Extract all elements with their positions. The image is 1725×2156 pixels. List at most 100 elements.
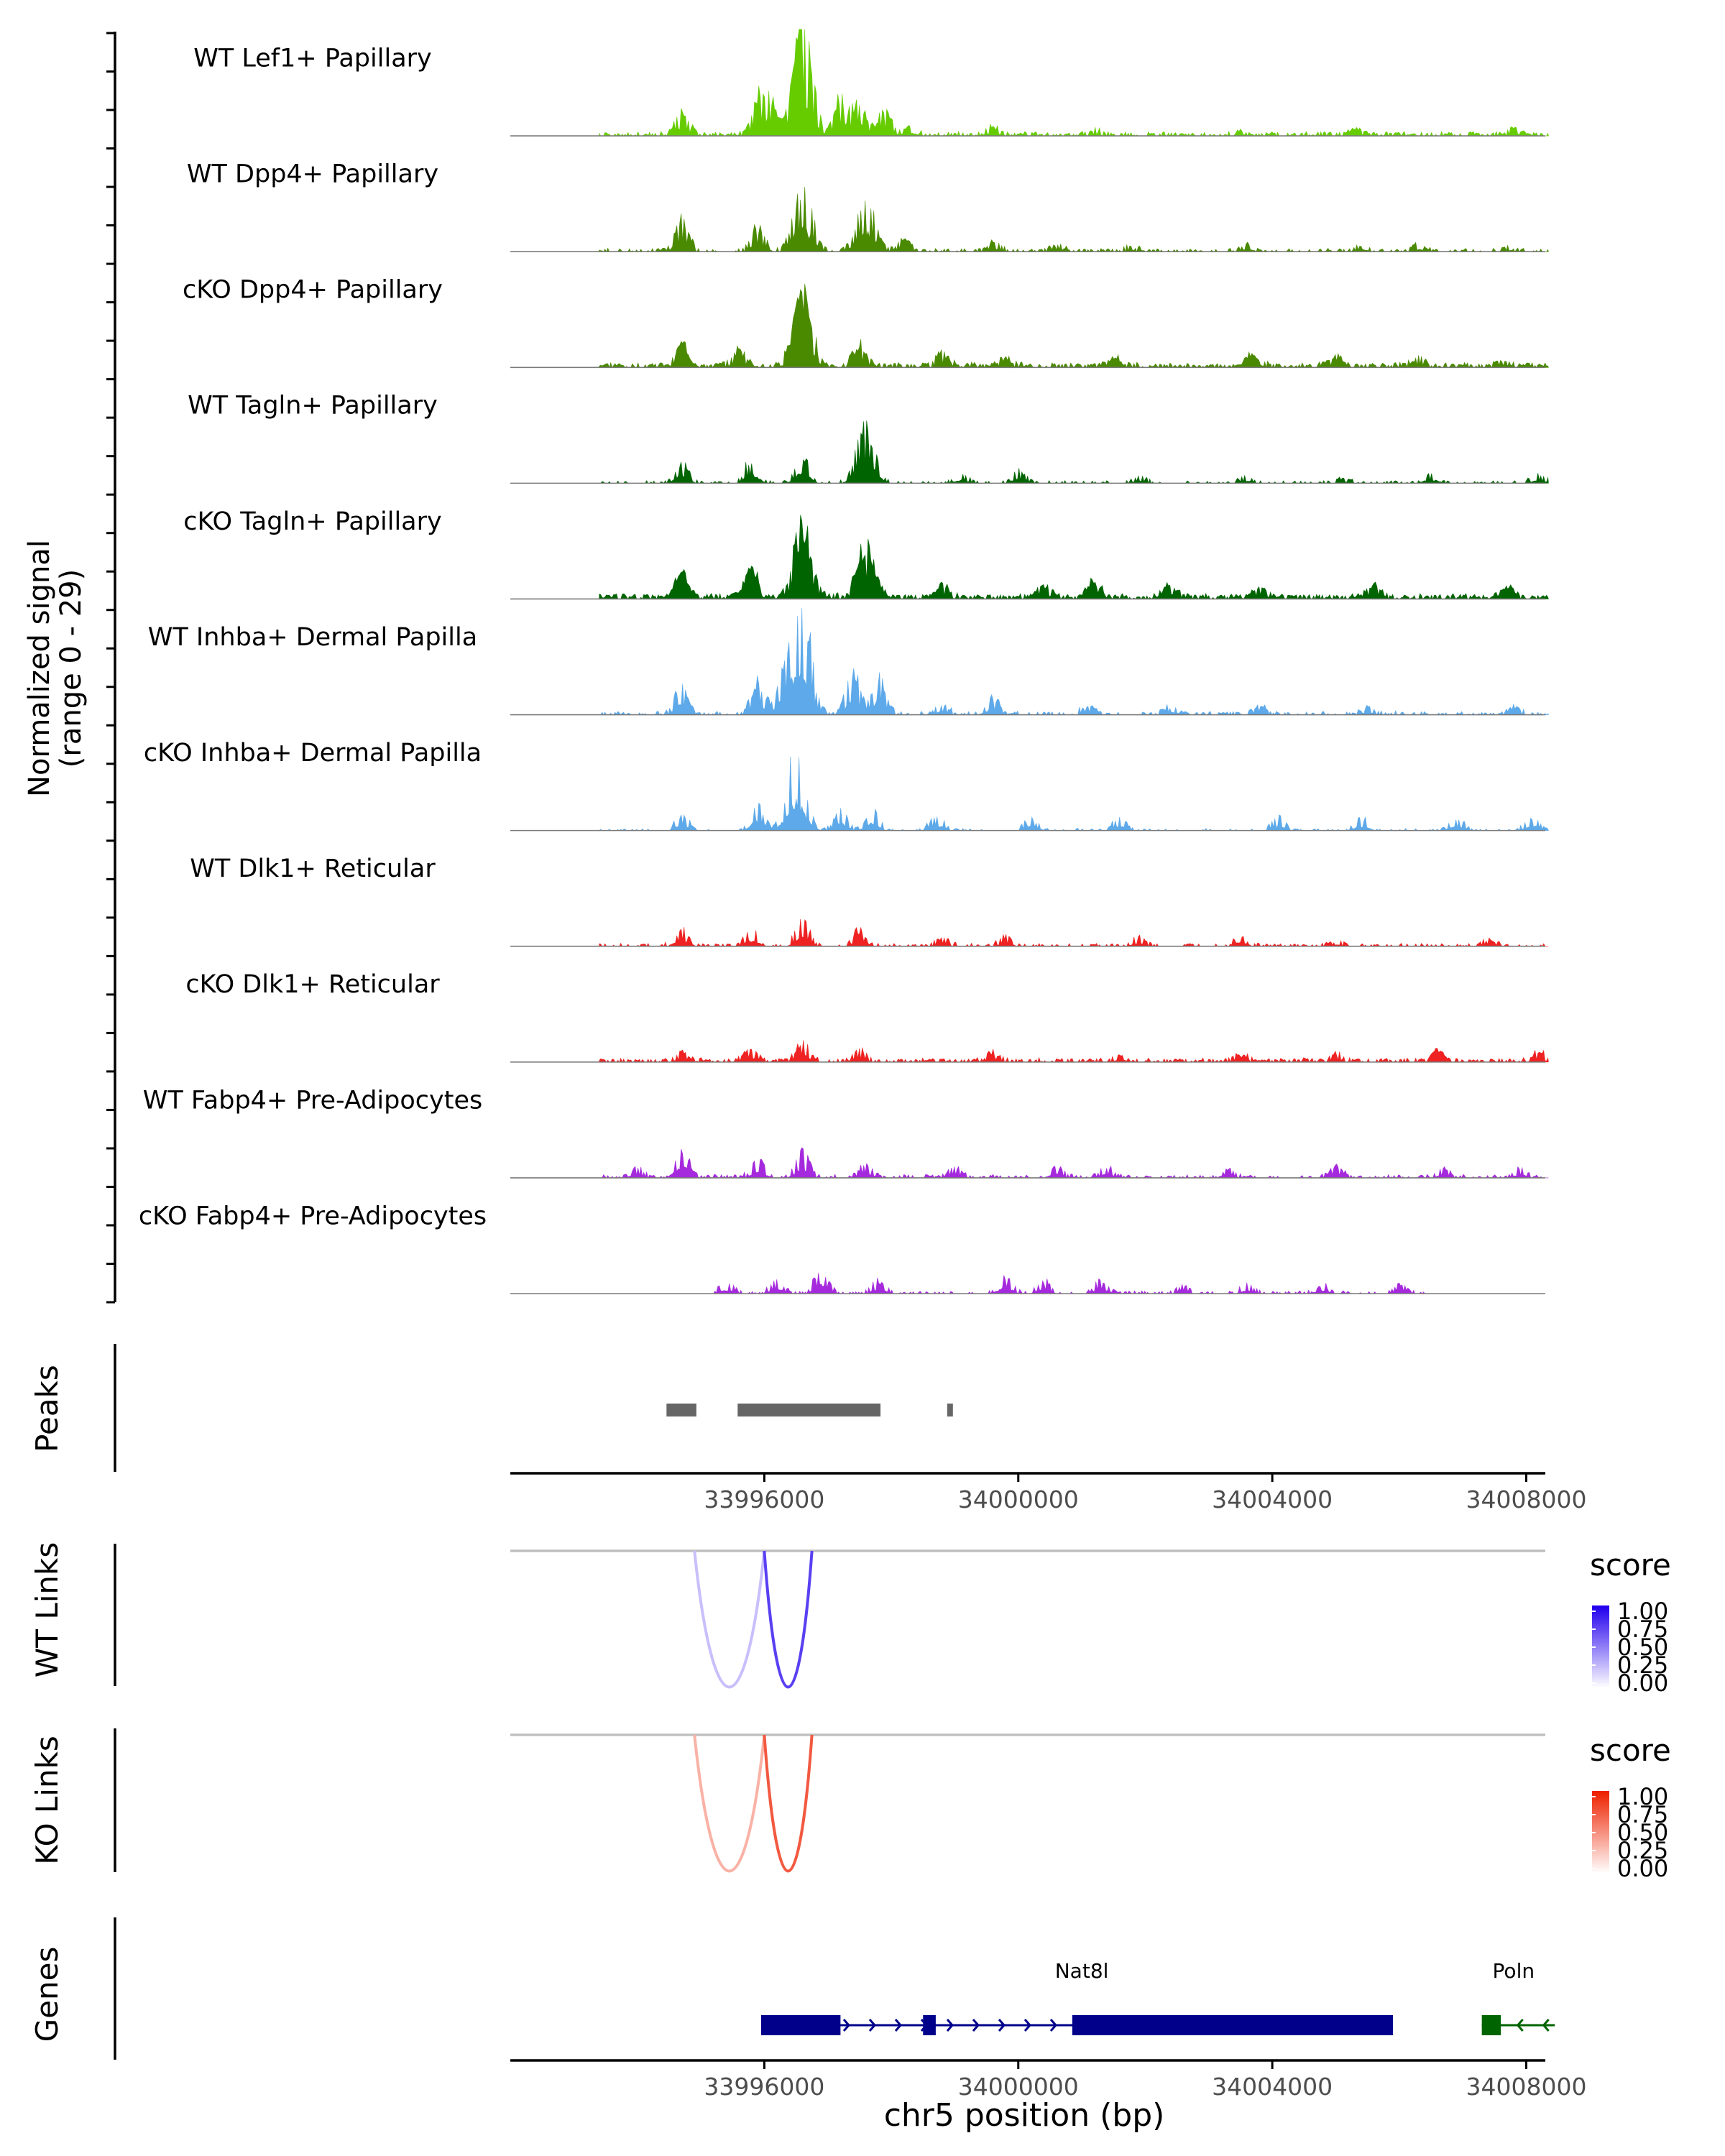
wt-links-legend-gradient-step [1592, 1620, 1609, 1623]
wt-links-legend-gradient-step [1592, 1674, 1609, 1677]
ko-links-legend-gradient-step [1592, 1857, 1609, 1861]
gene-nat8l-strand-arrow [972, 2019, 980, 2032]
ko-links-legend-gradient-step [1592, 1853, 1609, 1856]
ko-links-legend-gradient-step [1592, 1843, 1609, 1846]
wt-links-arc [763, 1550, 814, 1689]
wt-links-legend-gradient-step [1592, 1622, 1609, 1625]
gene-poln-strand-arrow [1516, 2019, 1524, 2032]
wt-links-legend-gradient-step [1592, 1618, 1609, 1621]
lower-x-axis-tick-label: 33996000 [704, 2073, 824, 2101]
ko-links-legend-gradient-step [1592, 1841, 1609, 1844]
gene-nat8l-exon [923, 2015, 936, 2035]
wt-links-legend-tick-label: 0.25 [1617, 1651, 1668, 1679]
coverage-area-cko-dlk1-reticular [599, 1040, 1549, 1063]
ko-links-legend-gradient-step [1592, 1818, 1609, 1821]
lower-x-axis-tick-label: 34004000 [1212, 2073, 1333, 2101]
ko-links-legend-gradient-step [1592, 1805, 1609, 1808]
wt-links-panel: score 1.000.750.500.250.00 [114, 1544, 1671, 1697]
ko-links-legend-gradient-step [1592, 1792, 1609, 1796]
wt-links-legend-gradient-step [1592, 1672, 1609, 1675]
gene-nat8l-exon [760, 2015, 841, 2035]
peaks-panel [114, 1344, 953, 1472]
coverage-area-wt-inhba-dermal-papilla [599, 608, 1549, 716]
ko-links-legend-gradient-step [1592, 1830, 1609, 1833]
lower-x-axis-tick-label: 34000000 [958, 2073, 1079, 2101]
ko-links-legend-gradient-step [1592, 1799, 1609, 1802]
ko-links-legend-gradient-step [1592, 1847, 1609, 1850]
gene-nat8l-strand-arrow [946, 2019, 954, 2032]
coverage-y-axis-range: (range 0 - 29) [55, 569, 88, 768]
wt-links-legend-gradient-step [1592, 1624, 1609, 1627]
coverage-area-wt-tagln-papillary [599, 420, 1549, 484]
gene-nat8l-exon [1072, 2015, 1393, 2035]
ko-links-legend-gradient-step [1592, 1855, 1609, 1858]
wt-links-legend-gradient-step [1592, 1655, 1609, 1659]
wt-links-legend-gradient-step [1592, 1639, 1609, 1642]
ko-links-panel: score 1.000.750.500.250.00 [114, 1728, 1671, 1882]
coverage-area-wt-fabp4-pre-adipocytes [599, 1147, 1549, 1179]
peaks-track-label: Peaks [29, 1365, 65, 1452]
gene-nat8l-strand-arrow [1024, 2019, 1031, 2032]
wt-links-legend-gradient-step [1592, 1643, 1609, 1646]
gene-nat8l-strand-arrow [868, 2019, 876, 2032]
ko-links-legend-gradient-step [1592, 1864, 1609, 1867]
ko-links-arc [693, 1734, 766, 1873]
track-label-wt-inhba-dermal-papilla: WT Inhba+ Dermal Papilla [148, 623, 477, 652]
peak-region [666, 1404, 696, 1416]
wt-links-legend-gradient-step [1592, 1668, 1609, 1671]
ko-links-legend-gradient-step [1592, 1866, 1609, 1869]
ko-links-legend-gradient-step [1592, 1828, 1609, 1831]
lower-x-axis-tick-label: 34008000 [1466, 2073, 1587, 2101]
ko-links-legend-tick-label: 0.00 [1617, 1855, 1668, 1882]
coverage-area-wt-lef1-papillary [599, 29, 1549, 137]
ko-links-legend-gradient-step [1592, 1870, 1609, 1873]
wt-links-legend-gradient-step [1592, 1606, 1609, 1608]
wt-links-legend-tick-label: 0.50 [1617, 1634, 1668, 1661]
wt-links-legend-gradient-step [1592, 1647, 1609, 1650]
wt-links-legend-gradient-step [1592, 1611, 1609, 1615]
gene-nat8l-strand-arrow [894, 2019, 902, 2032]
ko-links-legend-gradient-step [1592, 1810, 1609, 1812]
wt-links-legend-gradient-step [1592, 1685, 1609, 1687]
ko-links-legend-gradient-step [1592, 1791, 1609, 1794]
x-axis-title: chr5 position (bp) [884, 2097, 1165, 2134]
wt-links-legend-gradient-step [1592, 1664, 1609, 1667]
ko-links-legend-tick-label: 0.25 [1617, 1837, 1668, 1864]
ko-links-legend-tick-label: 1.00 [1617, 1783, 1668, 1810]
wt-links-legend-gradient-step [1592, 1659, 1609, 1663]
gene-poln-strand-arrow [1542, 2019, 1550, 2032]
wt-links-legend-gradient-step [1592, 1645, 1609, 1648]
ko-links-legend-gradient-step [1592, 1859, 1609, 1863]
position-axis-upper: 33996000 34000000 34004000 34008000 [510, 1472, 1587, 1514]
wt-links-legend-gradient-step [1592, 1616, 1609, 1619]
track-label-cko-inhba-dermal-papilla: cKO Inhba+ Dermal Papilla [144, 739, 482, 768]
wt-links-legend-gradient-step [1592, 1632, 1609, 1636]
upper-x-axis-tick-label: 34004000 [1212, 1485, 1333, 1514]
wt-links-legend-gradient-step [1592, 1669, 1609, 1673]
wt-links-legend-gradient-step [1592, 1613, 1609, 1617]
wt-links-track-label: WT Links [29, 1542, 65, 1677]
wt-links-legend-gradient-step [1592, 1628, 1609, 1631]
ko-links-legend-gradient-step [1592, 1861, 1609, 1865]
wt-links-legend-gradient-step [1592, 1657, 1609, 1661]
genes-track-label: Genes [29, 1947, 65, 2042]
wt-links-legend-gradient-step [1592, 1630, 1609, 1634]
gene-nat8l-strand-arrow [998, 2019, 1006, 2032]
gene-nat8l-name: Nat8l [1055, 1959, 1109, 1983]
wt-links-legend-title: score [1590, 1547, 1671, 1583]
ko-links-legend-gradient-step [1592, 1824, 1609, 1828]
ko-links-legend-gradient-step [1592, 1849, 1609, 1852]
gene-poln-name: Poln [1493, 1959, 1535, 1983]
wt-links-legend-gradient-step [1592, 1676, 1609, 1680]
ko-links-legend-gradient-step [1592, 1838, 1609, 1842]
upper-x-axis-tick-label: 34008000 [1466, 1485, 1587, 1514]
wt-links-legend-gradient-step [1592, 1607, 1609, 1611]
peak-region [737, 1404, 881, 1416]
wt-links-legend-gradient-step [1592, 1651, 1609, 1654]
wt-links-legend-gradient-step [1592, 1636, 1609, 1640]
gene-poln-exon [1481, 2015, 1501, 2035]
wt-links-legend-gradient-step [1592, 1653, 1609, 1657]
wt-links-legend-gradient-step [1592, 1649, 1609, 1652]
coverage-area-wt-dpp4-papillary [599, 187, 1549, 253]
wt-links-legend-gradient-step [1592, 1662, 1609, 1664]
